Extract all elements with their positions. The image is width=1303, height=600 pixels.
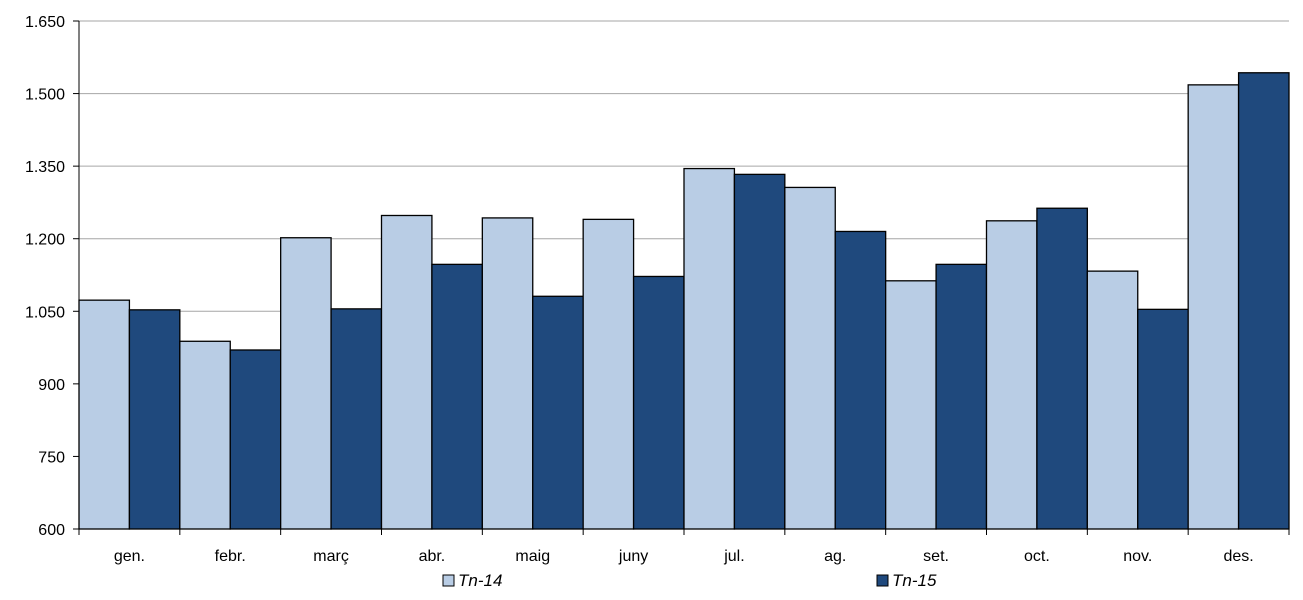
- bar-tn-14: [582, 218, 635, 530]
- bar-tn-15: [330, 308, 383, 530]
- bar-tn-15: [1036, 207, 1088, 530]
- bar-tn-15: [632, 275, 685, 530]
- bar-tn-14: [683, 167, 736, 530]
- axes: [73, 20, 1290, 535]
- x-tick-label: febr.: [215, 548, 246, 565]
- y-tick-label: 1.650: [25, 14, 65, 31]
- bar-tn-14: [280, 237, 332, 530]
- legend-item-tn-15: Tn-15: [876, 571, 937, 590]
- bar-tn-14: [179, 340, 231, 530]
- x-tick-label: abr.: [419, 548, 446, 565]
- x-tick-label: des.: [1223, 548, 1253, 565]
- bar-tn-15: [431, 263, 483, 530]
- x-tick-label: maig: [515, 548, 550, 565]
- y-tick-labels: 600 750 900 1.050 1.200 1.350 1.500 1.650: [25, 14, 65, 539]
- bar-tn-14: [784, 186, 836, 530]
- bar-tn-14: [885, 280, 937, 530]
- bars: [78, 72, 1290, 530]
- legend-swatch: [876, 574, 889, 587]
- legend: Tn-14 Tn-15: [442, 571, 937, 590]
- y-tick-label: 1.050: [25, 304, 65, 321]
- x-tick-label: set.: [923, 548, 949, 565]
- legend-item-tn-14: Tn-14: [442, 571, 502, 590]
- bar-tn-15: [229, 349, 282, 530]
- x-tick-label: nov.: [1123, 548, 1152, 565]
- bar-tn-14: [78, 299, 131, 530]
- bar-tn-15: [1137, 308, 1189, 530]
- bar-tn-15: [128, 309, 181, 530]
- x-tick-label: juny: [618, 548, 648, 565]
- legend-label: Tn-15: [892, 571, 937, 590]
- x-tick-labels: gen. febr. març abr. maig juny jul. ag. set. oct.…: [114, 548, 1254, 565]
- bar-tn-15: [834, 230, 887, 530]
- bar-tn-15: [733, 173, 786, 530]
- y-tick-label: 1.500: [25, 87, 65, 104]
- bar-tn-14: [481, 217, 534, 530]
- bar-tn-14: [985, 220, 1038, 530]
- x-tick-label: oct.: [1024, 548, 1050, 565]
- x-tick-label: ag.: [824, 548, 846, 565]
- y-tick-label: 1.350: [25, 159, 65, 176]
- bar-tn-15: [532, 295, 584, 530]
- x-tick-label: jul.: [723, 548, 744, 565]
- bar-tn-14: [1086, 270, 1139, 530]
- y-tick-label: 900: [38, 377, 65, 394]
- bar-tn-15: [1237, 72, 1290, 530]
- y-tick-label: 1.200: [25, 232, 65, 249]
- y-tick-label: 600: [38, 522, 65, 539]
- legend-label: Tn-14: [458, 571, 502, 590]
- y-tick-label: 750: [38, 449, 65, 466]
- bar-tn-15: [935, 263, 988, 530]
- bar-tn-14: [1187, 84, 1240, 530]
- x-tick-label: gen.: [114, 548, 145, 565]
- x-tick-label: març: [313, 548, 349, 565]
- bar-tn-14: [380, 214, 433, 530]
- legend-swatch: [442, 574, 455, 587]
